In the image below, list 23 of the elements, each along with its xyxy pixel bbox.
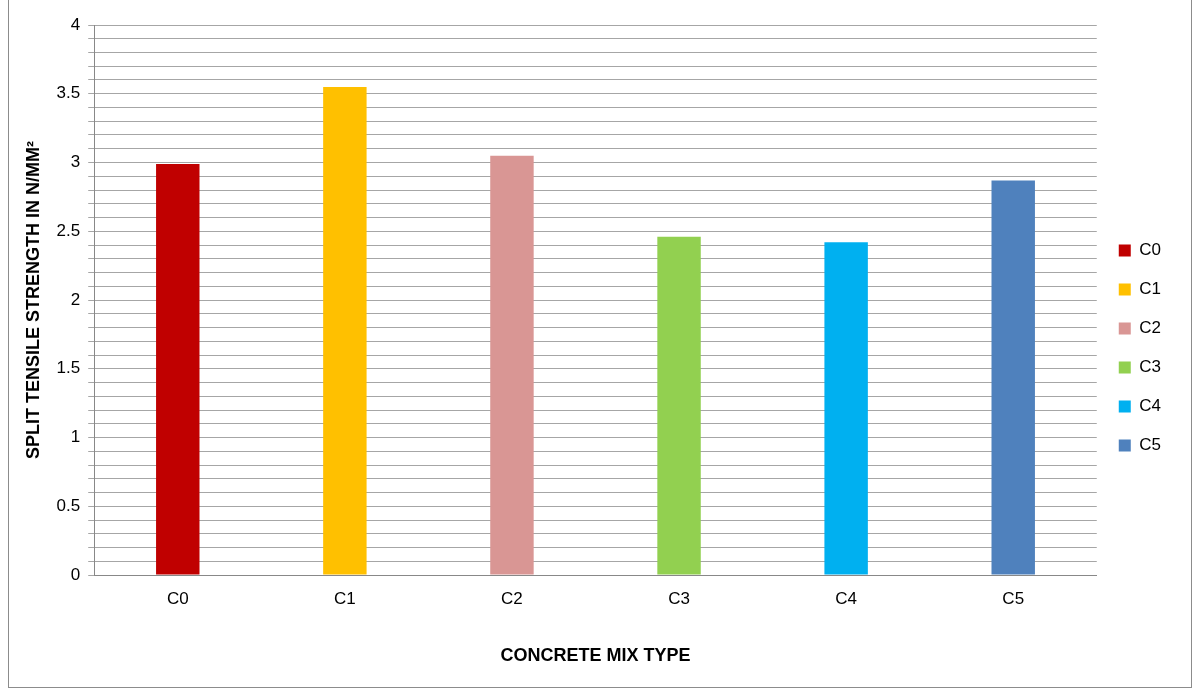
y-tick-label: 2 xyxy=(70,289,81,309)
x-tick-label: C1 xyxy=(334,588,356,608)
x-tick-label: C5 xyxy=(1002,588,1025,608)
y-tick-label: 1.5 xyxy=(56,358,81,378)
legend-label: C4 xyxy=(1139,396,1161,416)
legend-label: C0 xyxy=(1139,240,1161,260)
legend-label: C1 xyxy=(1139,279,1161,299)
y-axis-title: SPLIT TENSILE STRENGTH IN N/MM² xyxy=(22,141,43,459)
y-tick-label: 0 xyxy=(70,564,81,584)
x-tick-label: C3 xyxy=(668,588,690,608)
y-tick-label: 1 xyxy=(70,427,81,447)
y-tick-label: 4 xyxy=(70,14,81,34)
y-tick-label: 0.5 xyxy=(56,495,81,515)
x-tick-label: C4 xyxy=(835,588,857,608)
legend-label: C2 xyxy=(1139,318,1161,338)
y-tick-label: 3.5 xyxy=(56,83,81,103)
x-axis-title: CONCRETE MIX TYPE xyxy=(500,645,691,666)
legend-label: C3 xyxy=(1139,357,1161,377)
legend-label: C5 xyxy=(1139,435,1161,455)
x-tick-label: C0 xyxy=(166,588,189,608)
y-tick-label: 3 xyxy=(70,152,81,172)
y-tick-label: 2.5 xyxy=(56,220,81,240)
x-tick-label: C2 xyxy=(501,588,523,608)
